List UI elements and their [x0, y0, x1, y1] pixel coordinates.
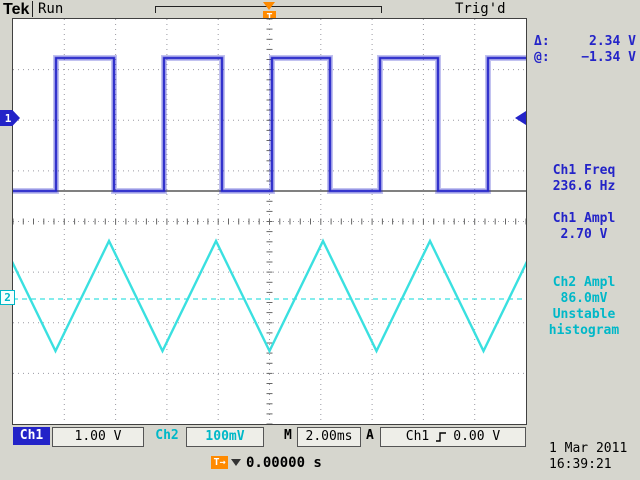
trigger-position-arrow-icon — [263, 2, 275, 10]
ch1-scale-readout: 1.00 V — [52, 427, 144, 447]
acquisition-status: Run — [38, 1, 64, 17]
measurement-ch1-ampl: Ch1 Ampl 2.70 V — [530, 211, 638, 243]
timebase-readout: 2.00ms — [297, 427, 361, 447]
trigger-level: 0.00 V — [453, 429, 501, 444]
topbar-divider — [32, 1, 33, 17]
trigger-level-arrow-icon — [515, 111, 526, 125]
cursor-at-readout: @: −1.34 V — [534, 50, 636, 65]
cursor-delta-readout: Δ: 2.34 V — [534, 34, 636, 49]
trigger-settings-readout: Ch1 0.00 V — [380, 427, 526, 447]
brand-logo: Tek — [3, 1, 30, 18]
ch1-label-badge: Ch1 — [13, 427, 50, 445]
date-text: 1 Mar 2011 — [549, 441, 628, 456]
right-arrow-icon: → — [219, 457, 226, 468]
measurement-label: Ch1 Freq — [552, 163, 616, 178]
ch2-position-marker: 2 — [0, 290, 15, 305]
trigger-time-readout: 0.00000 s — [246, 455, 322, 471]
datetime-readout: 1 Mar 2011 16:39:21 — [549, 441, 627, 473]
measurement-value: 86.0mV — [560, 291, 608, 306]
delta-label: Δ: — [534, 34, 550, 49]
measurement-label: Ch1 Ampl — [552, 211, 616, 226]
time-text: 16:39:21 — [549, 457, 612, 472]
ch1-position-marker: 1 — [0, 110, 20, 126]
measurement-label: Ch2 Ampl — [552, 275, 616, 290]
graticule — [12, 18, 527, 425]
ch2-scale-readout: 100mV — [186, 427, 264, 447]
trigger-time-marker: T → — [211, 456, 228, 469]
trigger-marker-letter: T — [213, 457, 220, 468]
rising-edge-icon — [436, 432, 447, 442]
at-value: −1.34 V — [581, 50, 636, 65]
trigger-status: Trig'd — [455, 1, 506, 17]
measurement-value: 236.6 Hz — [552, 179, 616, 194]
measurement-ch2-ampl: Ch2 Ampl 86.0mV Unstable histogram — [530, 275, 638, 339]
trigger-source: Ch1 — [405, 429, 430, 444]
measurement-ch1-freq: Ch1 Freq 236.6 Hz — [530, 163, 638, 195]
measurement-value: 2.70 V — [560, 227, 608, 242]
at-label: @: — [534, 50, 550, 65]
timebase-label: M — [284, 428, 292, 443]
trigger-mode-label: A — [366, 428, 374, 443]
measurement-note: Unstable — [552, 307, 616, 322]
ch2-label-badge: Ch2 — [155, 428, 179, 443]
waveform-display — [13, 19, 526, 424]
trigger-time-arrow-icon — [231, 459, 241, 466]
measurement-note: histogram — [548, 323, 620, 338]
delta-value: 2.34 V — [589, 34, 636, 49]
